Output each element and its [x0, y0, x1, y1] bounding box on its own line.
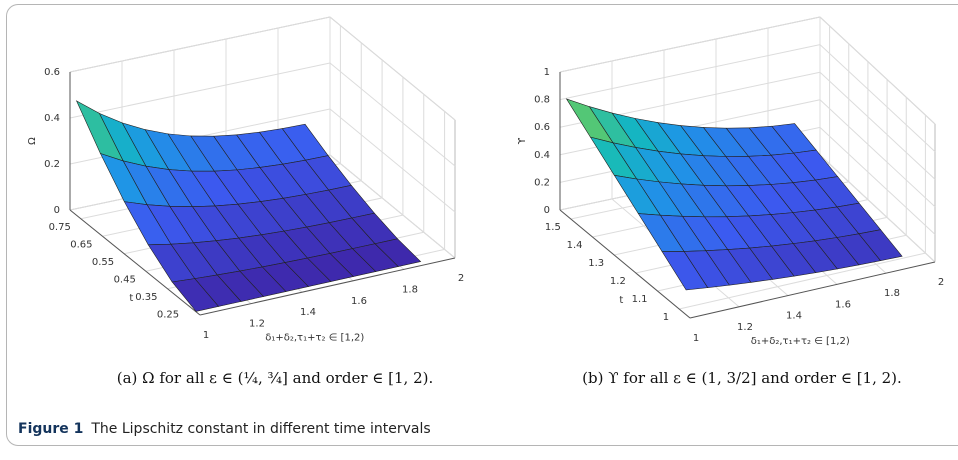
- z-tick-label: 0.2: [534, 177, 550, 188]
- t-axis: [559, 209, 691, 319]
- y-tick-label: 0.45: [114, 274, 136, 285]
- surface-patch: [171, 278, 220, 312]
- grid-line: [679, 252, 926, 310]
- x-tick-label: 1: [203, 330, 209, 341]
- t-axis: [69, 209, 201, 316]
- grid-line: [69, 16, 331, 73]
- grid-line: [819, 127, 936, 235]
- grid-line: [329, 108, 456, 213]
- y-axis-label: t: [129, 293, 133, 304]
- z-axis-label: Ω: [27, 137, 38, 145]
- y-axis-label: t: [619, 295, 623, 306]
- x-tick-label: 2: [938, 277, 944, 288]
- y-tick-label: 0.65: [70, 239, 92, 250]
- z-axis-label: ϒ: [517, 138, 528, 145]
- surface-patch: [661, 251, 709, 291]
- z-tick-label: 0.2: [44, 159, 60, 170]
- grid-line: [329, 154, 456, 259]
- figure-caption: Figure 1 The Lipschitz constant in differ…: [18, 421, 431, 437]
- y-tick-label: 1.4: [567, 240, 583, 251]
- z-tick-label: 0.6: [534, 122, 550, 133]
- y-tick-label: 1.1: [632, 294, 648, 305]
- x-tick-label: 1.6: [351, 296, 367, 307]
- grid-line: [69, 62, 331, 119]
- x-axis: [199, 257, 456, 316]
- figure-caption-text: The Lipschitz constant in different time…: [91, 421, 431, 437]
- x-axis: [689, 261, 936, 319]
- grid-line: [559, 44, 821, 101]
- grid-line: [329, 16, 456, 121]
- x-axis-label: δ₁+δ₂,τ₁+τ₂ ∈ [1,2): [265, 332, 364, 343]
- x-tick-label: 1: [693, 333, 699, 344]
- grid-line: [329, 62, 456, 167]
- z-tick-label: 1: [544, 67, 550, 78]
- panel-caption: (a) Ω for all ε ∈ (¼, ¾] and order ∈ [1,…: [117, 369, 434, 387]
- x-tick-label: 1.4: [300, 307, 316, 318]
- z-tick-label: 0.6: [44, 67, 60, 78]
- x-tick-label: 2: [458, 273, 464, 284]
- y-tick-label: 1.3: [588, 258, 604, 269]
- panel-caption: (b) ϒ for all ε ∈ (1, 3/2] and order ∈ […: [582, 369, 902, 387]
- x-tick-label: 1.6: [835, 299, 851, 310]
- x-axis-label: δ₁+δ₂,τ₁+τ₂ ∈ [1,2): [751, 336, 850, 347]
- z-tick-label: 0: [544, 205, 550, 216]
- z-tick-label: 0.8: [534, 95, 550, 106]
- figure-frame: [6, 4, 958, 446]
- y-tick-label: 1.5: [545, 222, 561, 233]
- y-tick-label: 0.75: [49, 222, 71, 233]
- grid-line: [559, 16, 821, 73]
- grid-line: [819, 71, 936, 180]
- grid-line: [819, 99, 936, 208]
- z-tick-label: 0.4: [534, 150, 550, 161]
- x-tick-label: 1.8: [402, 284, 418, 295]
- grid-line: [819, 154, 936, 263]
- grid-line: [819, 16, 936, 125]
- x-tick-label: 1.4: [786, 311, 802, 322]
- z-tick-label: 0: [54, 205, 60, 216]
- y-tick-label: 1.2: [610, 276, 626, 287]
- figure-label: Figure 1: [18, 421, 84, 437]
- x-tick-label: 1.2: [249, 319, 265, 330]
- y-tick-label: 0.25: [157, 309, 179, 320]
- y-tick-label: 1: [663, 312, 669, 323]
- x-tick-label: 1.8: [884, 288, 900, 299]
- y-tick-label: 0.35: [135, 292, 157, 303]
- x-tick-label: 1.2: [737, 322, 753, 333]
- grid-line: [819, 44, 936, 152]
- z-tick-label: 0.4: [44, 113, 60, 124]
- y-tick-label: 0.55: [92, 257, 114, 268]
- figure-panels: 0 0.2 0.4 0.6 0.75 0.650.550.45 0.350.25 1 1.2 1.…: [27, 16, 944, 387]
